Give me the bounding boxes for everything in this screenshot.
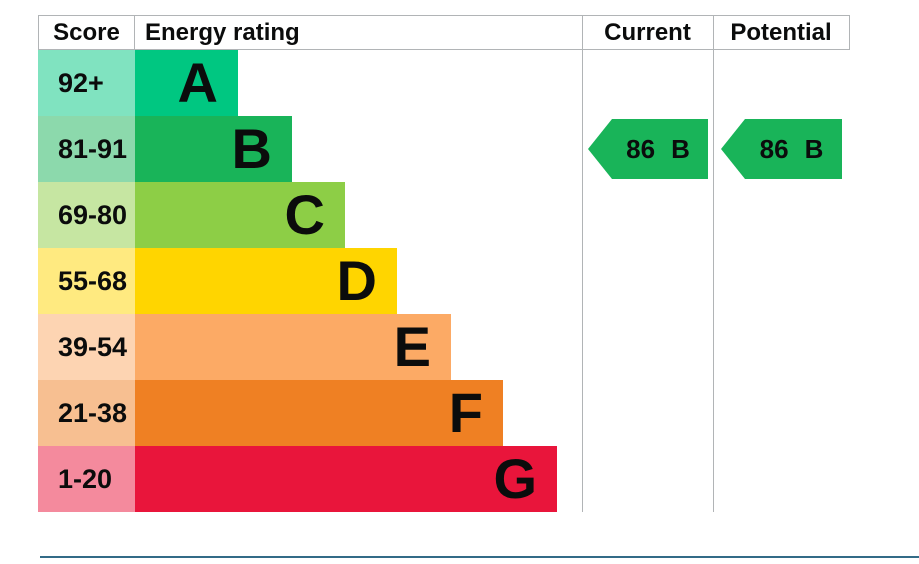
current-band-letter: B (671, 133, 690, 164)
column-divider-current (582, 15, 583, 512)
potential-score-value: 86 (759, 133, 789, 164)
header-energy-rating: Energy rating (145, 18, 300, 46)
band-row: 92+ A (38, 50, 850, 116)
band-row: 69-80 C (38, 182, 850, 248)
score-range-label: 39-54 (38, 314, 135, 380)
score-range-label: 92+ (38, 50, 135, 116)
score-range-label: 55-68 (38, 248, 135, 314)
rating-bar: F (135, 380, 503, 446)
header-current: Current (604, 18, 691, 46)
band-row: 81-91 B (38, 116, 850, 182)
header-score: Score (38, 16, 135, 49)
score-range-label: 21-38 (38, 380, 135, 446)
band-row: 1-20 G (38, 446, 850, 512)
header-potential: Potential (713, 16, 850, 49)
epc-header-row: Score Energy rating Current Potential (38, 15, 850, 50)
score-range-label: 69-80 (38, 182, 135, 248)
epc-table: Score Energy rating Current Potential 92… (38, 15, 850, 512)
rating-bar: C (135, 182, 345, 248)
potential-band-letter: B (804, 133, 824, 164)
current-score-value: 86 (626, 133, 656, 164)
column-divider-potential (713, 15, 714, 512)
rating-bar: D (135, 248, 397, 314)
score-range-label: 81-91 (38, 116, 135, 182)
band-row: 21-38 F (38, 380, 850, 446)
score-range-label: 1-20 (38, 446, 135, 512)
band-row: 55-68 D (38, 248, 850, 314)
potential-rating-arrow: 86 B (721, 119, 842, 179)
rating-bar: B (135, 116, 292, 182)
bottom-rule (40, 556, 919, 558)
rating-bar: G (135, 446, 557, 512)
current-rating-arrow: 86 B (588, 119, 708, 179)
band-row: 39-54 E (38, 314, 850, 380)
band-rows: 92+ A 81-91 B 69-80 C 55-68 D 39-54 E 21… (38, 50, 850, 512)
rating-bar: E (135, 314, 451, 380)
rating-bar: A (135, 50, 238, 116)
